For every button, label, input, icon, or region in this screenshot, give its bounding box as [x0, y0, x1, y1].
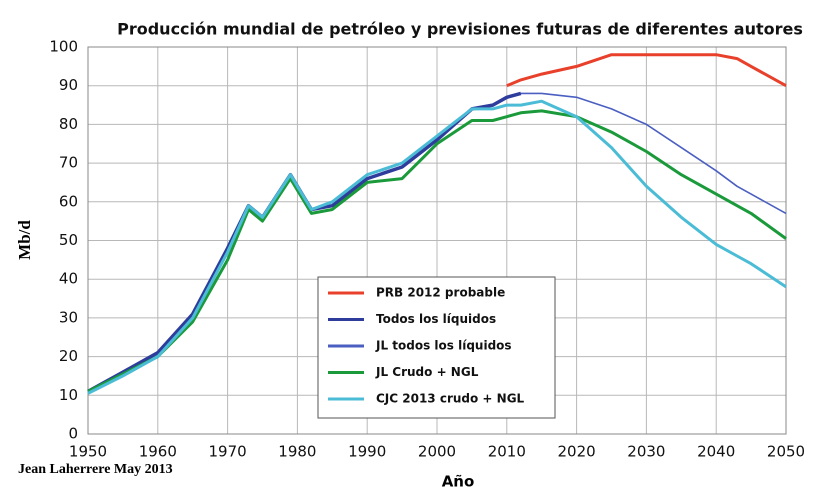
series-line: [87, 99, 787, 395]
y-tick-label: 70: [59, 154, 78, 172]
plot-frame: [87, 46, 787, 435]
y-tick-label: 50: [59, 231, 78, 249]
x-tick-label: 1970: [209, 443, 247, 461]
x-tick-label: 1980: [278, 443, 316, 461]
legend-label: JL Crudo + NGL: [375, 365, 479, 379]
y-tick-label: 60: [59, 192, 78, 210]
legend-label: Todos los líquidos: [376, 312, 496, 326]
y-tick-label: 90: [59, 76, 78, 94]
series-line: [506, 53, 787, 88]
series-line: [87, 109, 787, 393]
x-axis-label: Año: [442, 473, 475, 487]
x-tick-label: 2020: [558, 443, 596, 461]
y-tick-label: 0: [68, 425, 78, 443]
x-tick-label: 1950: [69, 443, 107, 461]
chart-title: Producción mundial de petróleo y previsi…: [117, 20, 803, 39]
y-tick-label: 40: [59, 270, 78, 288]
y-tick-label: 100: [49, 38, 78, 56]
y-tick-label: 30: [59, 308, 78, 326]
x-tick-label: 1990: [348, 443, 386, 461]
x-tick-label: 1960: [139, 443, 177, 461]
y-tick-label: 20: [59, 347, 78, 365]
legend-label: CJC 2013 crudo + NGL: [376, 392, 525, 406]
legend-label: JL todos los líquidos: [375, 339, 512, 353]
y-axis-label: Mb/d: [15, 220, 34, 260]
x-tick-label: 2050: [767, 443, 805, 461]
x-tick-label: 2010: [488, 443, 526, 461]
x-tick-label: 2040: [697, 443, 735, 461]
x-tick-label: 2030: [627, 443, 665, 461]
y-tick-label: 10: [59, 386, 78, 404]
y-tick-label: 80: [59, 115, 78, 133]
note: Jean Laherrere May 2013: [18, 462, 173, 477]
x-tick-label: 2000: [418, 443, 456, 461]
legend-label: PRB 2012 probable: [376, 286, 505, 300]
